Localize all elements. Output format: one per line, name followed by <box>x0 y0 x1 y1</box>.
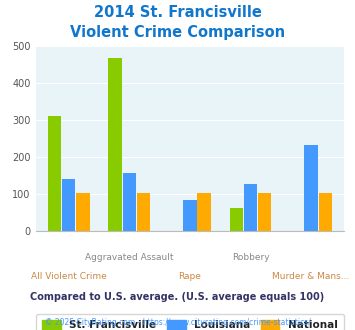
Text: Rape: Rape <box>179 272 201 280</box>
Text: © 2025 CityRating.com - https://www.cityrating.com/crime-statistics/: © 2025 CityRating.com - https://www.city… <box>45 318 310 327</box>
Bar <box>197 193 211 231</box>
Bar <box>137 193 150 231</box>
Bar <box>230 208 243 231</box>
Bar <box>109 58 122 231</box>
Text: All Violent Crime: All Violent Crime <box>31 272 107 280</box>
Bar <box>304 145 318 231</box>
Text: Aggravated Assault: Aggravated Assault <box>85 253 174 262</box>
Bar <box>76 193 90 231</box>
Bar <box>258 193 271 231</box>
Bar <box>123 173 136 231</box>
Bar <box>62 179 76 231</box>
Text: Murder & Mans...: Murder & Mans... <box>272 272 350 280</box>
Text: Violent Crime Comparison: Violent Crime Comparison <box>70 25 285 40</box>
Text: Robbery: Robbery <box>232 253 269 262</box>
Text: 2014 St. Francisville: 2014 St. Francisville <box>94 5 261 20</box>
Bar <box>48 116 61 231</box>
Bar <box>244 184 257 231</box>
Bar <box>319 193 332 231</box>
Bar <box>183 200 197 231</box>
Legend: St. Francisville, Louisiana, National: St. Francisville, Louisiana, National <box>36 314 344 330</box>
Text: Compared to U.S. average. (U.S. average equals 100): Compared to U.S. average. (U.S. average … <box>31 292 324 302</box>
